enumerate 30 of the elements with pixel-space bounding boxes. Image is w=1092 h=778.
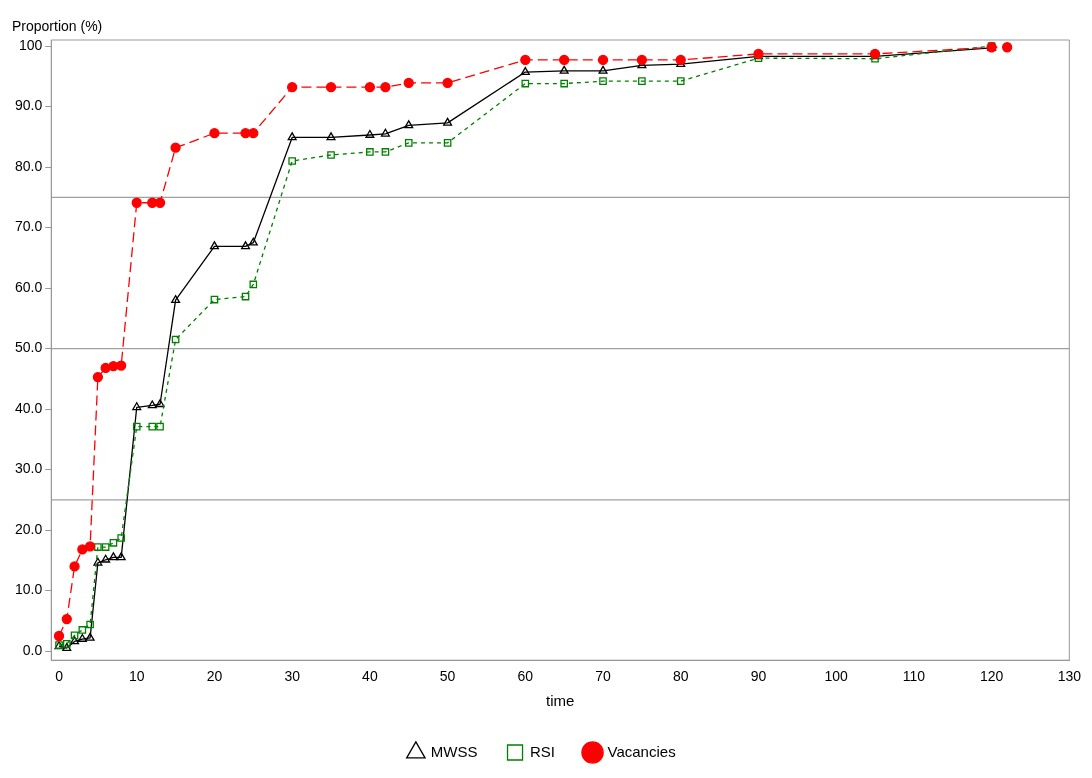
y-axis-title: Proportion (%) xyxy=(12,17,103,34)
x-tick-label: 30 xyxy=(284,668,301,685)
x-axis-title: time xyxy=(546,692,575,710)
y-tick-label: 10.0 xyxy=(15,581,43,598)
y-tick-label: 60.0 xyxy=(15,278,43,295)
y-tick-label: 100 xyxy=(18,36,43,53)
x-tick-label: 70 xyxy=(595,668,612,685)
y-tick-label: 90.0 xyxy=(15,97,43,114)
y-tick-label: 70.0 xyxy=(15,218,43,235)
y-tick-label: 0.0 xyxy=(22,641,43,658)
x-tick-label: 130 xyxy=(1057,668,1082,685)
legend-label: MWSS xyxy=(430,742,478,760)
legend-label: RSI xyxy=(530,742,556,760)
x-tick-label: 60 xyxy=(517,668,534,685)
x-tick-label: 120 xyxy=(979,668,1004,685)
y-tick-label: 30.0 xyxy=(15,460,43,477)
x-tick-label: 90 xyxy=(750,668,767,685)
x-tick-label: 80 xyxy=(672,668,689,685)
y-tick-label: 20.0 xyxy=(15,520,43,537)
x-tick-label: 10 xyxy=(128,668,145,685)
x-tick-label: 0 xyxy=(55,668,64,685)
legend-label: Vacancies xyxy=(607,742,676,760)
y-tick-label: 50.0 xyxy=(15,339,43,356)
x-tick-label: 110 xyxy=(902,668,926,685)
x-tick-label: 40 xyxy=(362,668,378,685)
y-tick-label: 40.0 xyxy=(15,399,43,416)
x-tick-label: 50 xyxy=(439,668,456,685)
x-tick-label: 100 xyxy=(824,668,849,685)
x-tick-label: 20 xyxy=(206,668,223,685)
y-tick-label: 80.0 xyxy=(15,157,43,174)
